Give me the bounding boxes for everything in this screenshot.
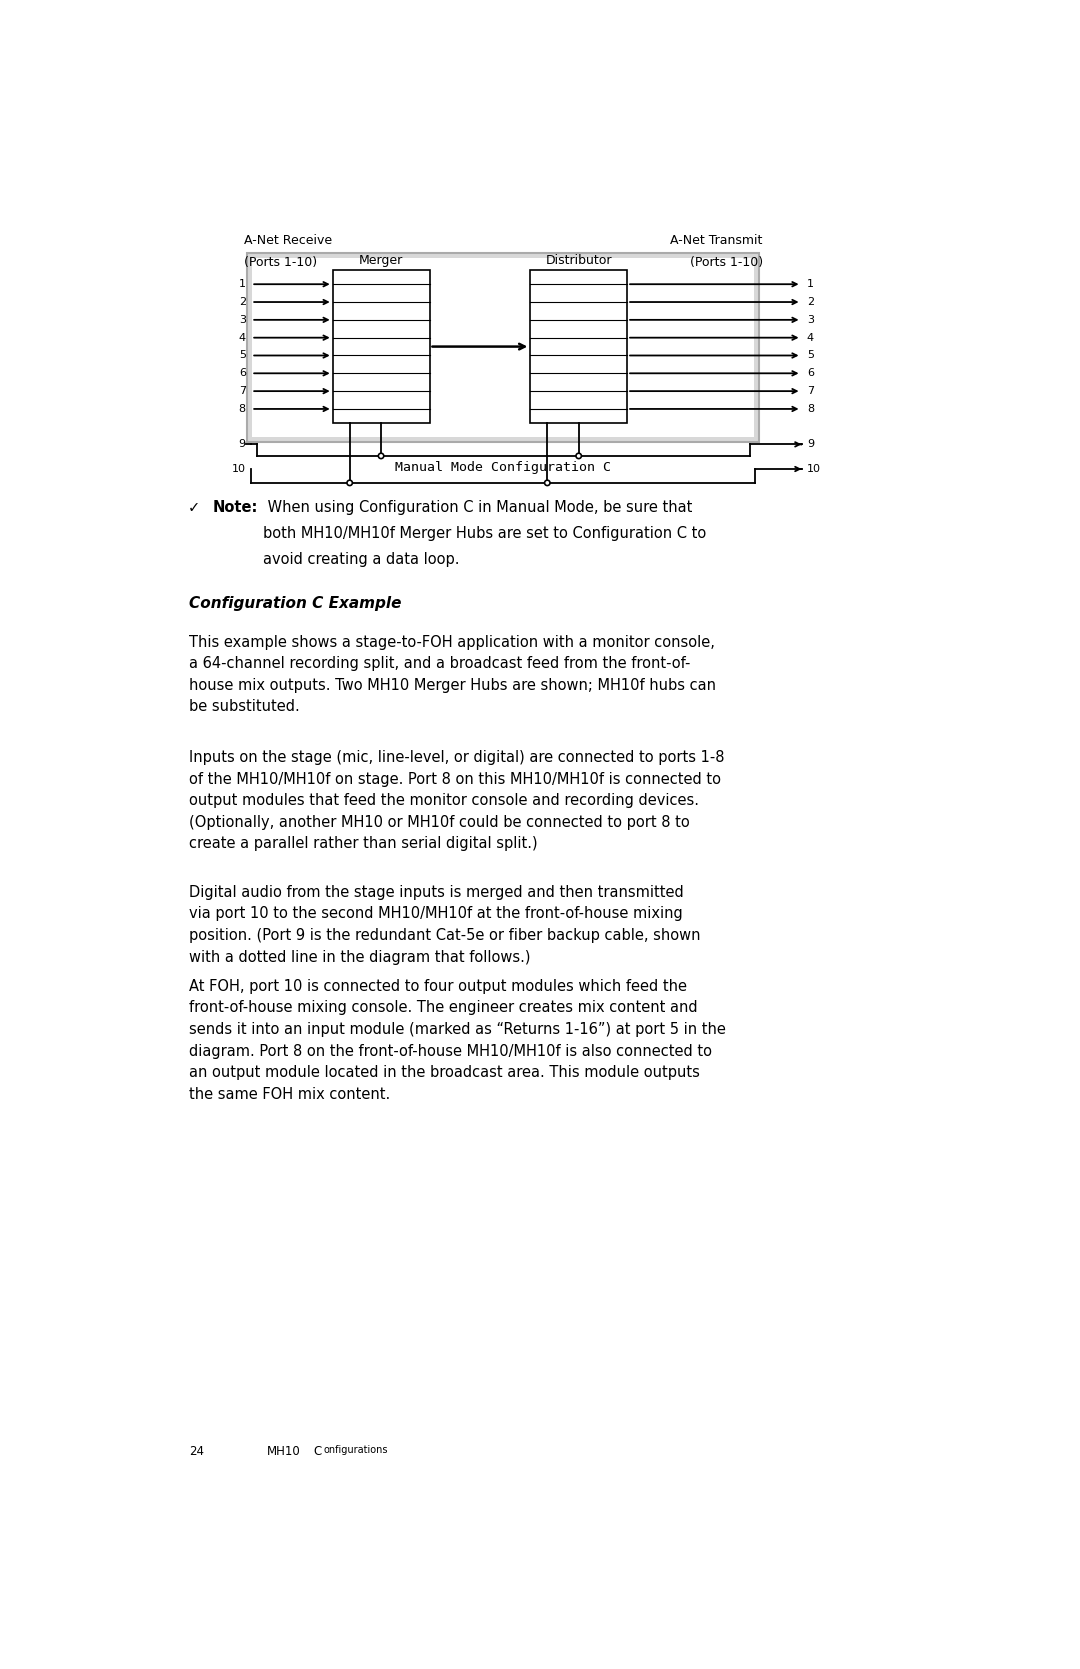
Text: onfigurations: onfigurations (323, 1445, 388, 1455)
Text: 9: 9 (807, 439, 814, 449)
Text: 6: 6 (807, 369, 814, 379)
Text: Configuration C Example: Configuration C Example (189, 596, 402, 611)
Text: 24: 24 (189, 1445, 204, 1459)
Text: Digital audio from the stage inputs is merged and then transmitted
via port 10 t: Digital audio from the stage inputs is m… (189, 885, 701, 965)
Circle shape (544, 481, 550, 486)
Text: 10: 10 (232, 464, 246, 474)
Text: This example shows a stage-to-FOH application with a monitor console,
a 64-chann: This example shows a stage-to-FOH applic… (189, 634, 716, 714)
Text: (Ports 1-10): (Ports 1-10) (243, 255, 316, 269)
Bar (530, 270, 627, 422)
Text: 5: 5 (239, 350, 246, 361)
Text: 5: 5 (807, 350, 814, 361)
Bar (252, 259, 754, 437)
Text: 7: 7 (807, 386, 814, 396)
Text: 7: 7 (239, 386, 246, 396)
Text: MH10: MH10 (267, 1445, 300, 1459)
Text: Merger: Merger (359, 254, 403, 267)
Text: 3: 3 (239, 315, 246, 325)
Text: Manual Mode Configuration C: Manual Mode Configuration C (395, 461, 611, 474)
Text: 4: 4 (807, 332, 814, 342)
Text: 4: 4 (239, 332, 246, 342)
Circle shape (347, 481, 352, 486)
Text: 1: 1 (807, 279, 814, 289)
Text: At FOH, port 10 is connected to four output modules which feed the
front-of-hous: At FOH, port 10 is connected to four out… (189, 978, 726, 1102)
Text: 1: 1 (239, 279, 246, 289)
Text: Inputs on the stage (mic, line-level, or digital) are connected to ports 1-8
of : Inputs on the stage (mic, line-level, or… (189, 749, 725, 851)
Text: avoid creating a data loop.: avoid creating a data loop. (262, 552, 459, 567)
Text: ✓: ✓ (188, 499, 200, 514)
Bar (247, 254, 759, 442)
Text: (Ports 1-10): (Ports 1-10) (690, 255, 762, 269)
Text: 10: 10 (807, 464, 821, 474)
Circle shape (378, 454, 383, 459)
Circle shape (576, 454, 581, 459)
Text: A-Net Transmit: A-Net Transmit (671, 234, 762, 247)
Text: Note:: Note: (213, 499, 258, 514)
Bar (333, 270, 430, 422)
Text: both MH10/MH10f Merger Hubs are set to Configuration C to: both MH10/MH10f Merger Hubs are set to C… (262, 526, 706, 541)
Text: 2: 2 (807, 297, 814, 307)
Text: 2: 2 (239, 297, 246, 307)
Text: Distributor: Distributor (545, 254, 612, 267)
Text: 8: 8 (239, 404, 246, 414)
Text: 9: 9 (239, 439, 246, 449)
Text: 6: 6 (239, 369, 246, 379)
Text: A-Net Receive: A-Net Receive (243, 234, 332, 247)
Text: 8: 8 (807, 404, 814, 414)
Text: C: C (313, 1445, 322, 1459)
Text: When using Configuration C in Manual Mode, be sure that: When using Configuration C in Manual Mod… (262, 499, 692, 514)
Text: 3: 3 (807, 315, 814, 325)
